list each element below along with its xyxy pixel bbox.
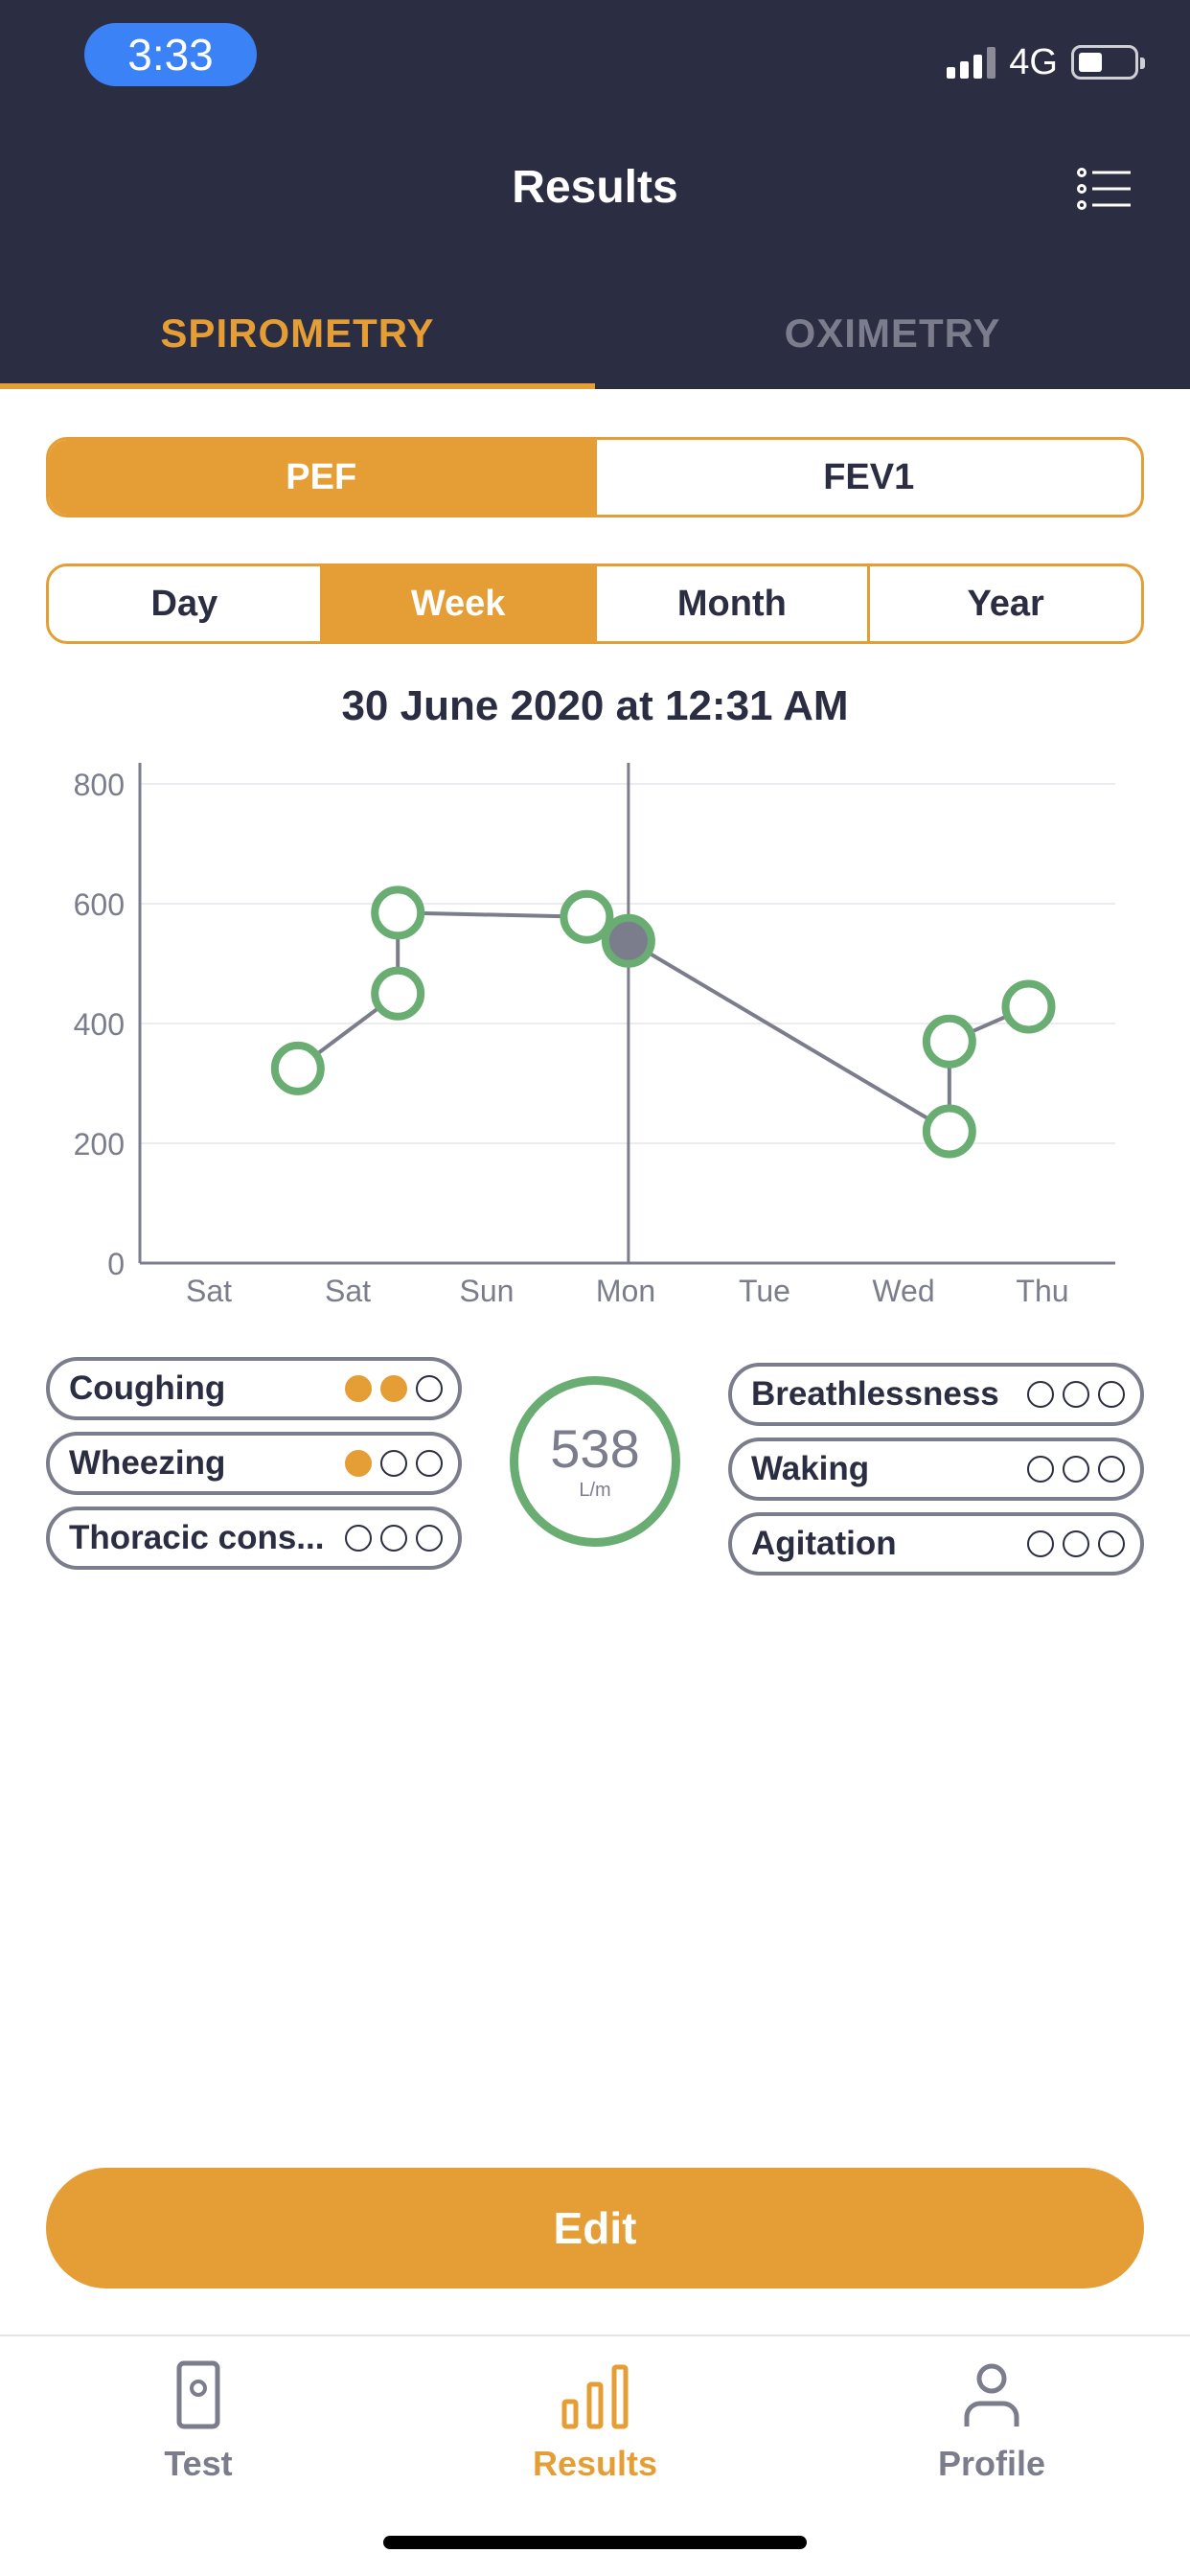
period-option-week[interactable]: Week bbox=[319, 566, 594, 641]
level-dot-empty bbox=[1098, 1530, 1125, 1557]
symptom-level-dots bbox=[1027, 1530, 1125, 1557]
status-bar: 4G bbox=[947, 38, 1145, 86]
level-dot-empty bbox=[416, 1525, 443, 1552]
level-dot-empty bbox=[1098, 1381, 1125, 1408]
results-tabs: SPIROMETRY OXIMETRY bbox=[0, 278, 1190, 389]
level-dot-filled bbox=[345, 1375, 372, 1402]
symptom-label: Wheezing bbox=[69, 1444, 226, 1482]
x-tick-label: Thu bbox=[1016, 1274, 1068, 1308]
y-tick-label: 200 bbox=[74, 1127, 125, 1162]
level-dot-empty bbox=[380, 1525, 407, 1552]
data-point[interactable] bbox=[270, 1041, 325, 1095]
symptom-thoracic-constriction[interactable]: Thoracic cons... bbox=[46, 1506, 462, 1570]
data-point[interactable] bbox=[371, 966, 425, 1021]
level-dot-empty bbox=[345, 1525, 372, 1552]
y-tick-label: 600 bbox=[74, 887, 125, 922]
list-icon[interactable] bbox=[1077, 167, 1134, 211]
page-title: Results bbox=[512, 162, 678, 213]
gauge-unit: L/m bbox=[579, 1479, 611, 1501]
y-tick-label: 400 bbox=[74, 1007, 125, 1042]
x-tick-label: Sun bbox=[460, 1274, 515, 1308]
bottom-nav: Test Results Profile bbox=[0, 2338, 1190, 2511]
app-header: 3:33 4G Results SPIROMETRY OXIMETRY bbox=[0, 0, 1190, 389]
metric-option-pef[interactable]: PEF bbox=[49, 440, 594, 515]
metric-toggle: PEF FEV1 bbox=[46, 437, 1144, 518]
period-option-day[interactable]: Day bbox=[150, 583, 218, 624]
nav-divider bbox=[0, 2334, 1190, 2336]
selected-data-point[interactable] bbox=[601, 913, 655, 968]
x-tick-label: Sat bbox=[325, 1274, 371, 1308]
device-icon bbox=[176, 2360, 220, 2429]
level-dot-empty bbox=[1027, 1530, 1054, 1557]
tab-oximetry[interactable]: OXIMETRY bbox=[784, 310, 1001, 356]
battery-icon bbox=[1071, 45, 1145, 80]
period-toggle: Day Week Month Year bbox=[46, 564, 1144, 644]
data-point[interactable] bbox=[1001, 979, 1056, 1034]
gauge-value: 538 bbox=[550, 1417, 640, 1479]
symptom-wheezing[interactable]: Wheezing bbox=[46, 1432, 462, 1495]
x-tick-label: Mon bbox=[596, 1274, 655, 1308]
series-line-segment bbox=[398, 910, 587, 919]
person-icon bbox=[964, 2363, 1019, 2426]
edit-button[interactable]: Edit bbox=[46, 2168, 1144, 2288]
nav-results[interactable]: Results bbox=[397, 2338, 793, 2511]
nav-test[interactable]: Test bbox=[0, 2338, 397, 2511]
period-option-month[interactable]: Month bbox=[593, 566, 868, 641]
data-point[interactable] bbox=[371, 886, 425, 940]
bar-chart-icon bbox=[561, 2364, 629, 2429]
symptom-coughing[interactable]: Coughing bbox=[46, 1357, 462, 1420]
home-indicator bbox=[383, 2536, 807, 2549]
symptom-agitation[interactable]: Agitation bbox=[728, 1512, 1144, 1576]
symptom-label: Breathlessness bbox=[751, 1375, 999, 1413]
data-point[interactable] bbox=[922, 1014, 976, 1069]
symptom-level-dots bbox=[1027, 1381, 1125, 1408]
level-dot-empty bbox=[416, 1375, 443, 1402]
nav-results-label: Results bbox=[532, 2444, 658, 2483]
nav-profile[interactable]: Profile bbox=[793, 2338, 1190, 2511]
period-option-year[interactable]: Year bbox=[867, 566, 1141, 641]
metric-option-fev1[interactable]: FEV1 bbox=[593, 440, 1142, 515]
level-dot-empty bbox=[1027, 1381, 1054, 1408]
status-time: 3:33 bbox=[84, 23, 257, 86]
symptom-breathlessness[interactable]: Breathlessness bbox=[728, 1363, 1144, 1426]
symptom-label: Agitation bbox=[751, 1525, 897, 1562]
y-tick-label: 800 bbox=[74, 768, 125, 802]
symptom-waking[interactable]: Waking bbox=[728, 1438, 1144, 1501]
series-line-segment bbox=[627, 939, 950, 1134]
level-dot-empty bbox=[416, 1450, 443, 1477]
level-dot-empty bbox=[1027, 1456, 1054, 1483]
level-dot-filled bbox=[380, 1375, 407, 1402]
x-tick-label: Sat bbox=[186, 1274, 232, 1308]
pef-chart[interactable]: 0 200 400 600 800 Sat Sat Sun Mon Tue Wed Thu bbox=[0, 748, 1190, 1322]
symptom-label: Coughing bbox=[69, 1369, 226, 1407]
nav-test-label: Test bbox=[164, 2444, 233, 2483]
level-dot-empty bbox=[1063, 1456, 1089, 1483]
pef-value-gauge: 538 L/m bbox=[510, 1376, 680, 1547]
signal-icon bbox=[947, 46, 996, 79]
x-tick-label: Tue bbox=[739, 1274, 790, 1308]
nav-profile-label: Profile bbox=[937, 2444, 1046, 2483]
level-dot-empty bbox=[1063, 1381, 1089, 1408]
data-point[interactable] bbox=[560, 889, 614, 944]
level-dot-filled bbox=[345, 1450, 372, 1477]
level-dot-empty bbox=[1098, 1456, 1125, 1483]
tab-spirometry[interactable]: SPIROMETRY bbox=[160, 310, 435, 356]
chart-heading: 30 June 2020 at 12:31 AM bbox=[341, 682, 849, 729]
symptom-level-dots bbox=[345, 1375, 443, 1402]
symptom-level-dots bbox=[345, 1450, 443, 1477]
active-tab-indicator bbox=[0, 383, 595, 389]
network-label: 4G bbox=[1009, 41, 1058, 82]
y-tick-label: 0 bbox=[107, 1247, 125, 1281]
symptom-level-dots bbox=[1027, 1456, 1125, 1483]
level-dot-empty bbox=[380, 1450, 407, 1477]
symptom-label: Thoracic cons... bbox=[69, 1519, 325, 1556]
level-dot-empty bbox=[1063, 1530, 1089, 1557]
data-point[interactable] bbox=[922, 1104, 976, 1159]
symptom-label: Waking bbox=[751, 1450, 870, 1487]
x-tick-label: Wed bbox=[872, 1274, 934, 1308]
symptom-level-dots bbox=[345, 1525, 443, 1552]
